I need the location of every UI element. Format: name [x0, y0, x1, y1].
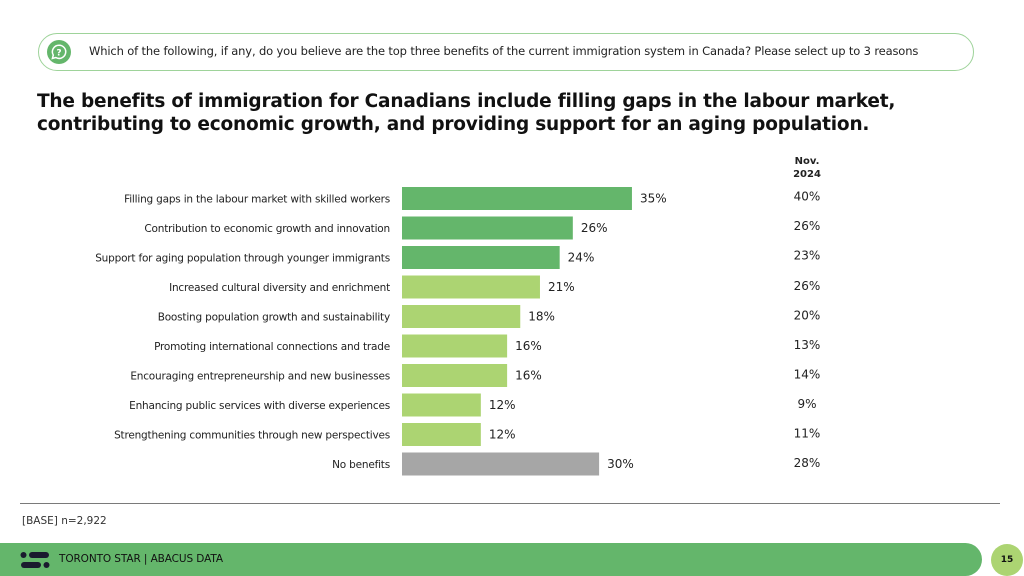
abacus-logo-icon [20, 552, 50, 568]
bar-value-label: 26% [581, 221, 608, 235]
page-number: 15 [991, 544, 1023, 576]
category-label: Increased cultural diversity and enrichm… [169, 282, 390, 294]
bar [402, 334, 508, 358]
footer-brand-text: TORONTO STAR | ABACUS DATA [59, 553, 223, 565]
comparison-header: Nov. 2024 [782, 155, 832, 181]
bar-value-label: 24% [568, 251, 595, 265]
bar-value-label: 12% [489, 428, 516, 442]
comparison-value: 26% [794, 279, 821, 293]
bar-value-label: 18% [528, 310, 555, 324]
category-label: Boosting population growth and sustainab… [158, 312, 390, 324]
bar [402, 305, 521, 328]
comparison-value: 14% [794, 368, 821, 382]
category-label: Encouraging entrepreneurship and new bus… [130, 371, 390, 383]
footer-bar: TORONTO STAR | ABACUS DATA [0, 543, 982, 576]
comparison-value: 11% [794, 427, 821, 441]
bar-value-label: 16% [515, 369, 542, 383]
bar-value-label: 35% [640, 192, 667, 206]
comparison-value: 28% [794, 456, 821, 470]
bar-value-label: 30% [607, 457, 634, 471]
comparison-header-year: 2024 [793, 169, 821, 180]
bar [402, 275, 540, 299]
bar [402, 452, 600, 476]
comparison-value: 13% [794, 338, 821, 352]
category-label: Support for aging population through you… [95, 253, 390, 265]
category-label: Contribution to economic growth and inno… [144, 223, 390, 235]
bar [402, 423, 481, 446]
bar [402, 187, 632, 210]
comparison-value: 9% [797, 397, 816, 411]
bar [402, 216, 573, 240]
bar [402, 393, 481, 417]
svg-text:?: ? [56, 48, 61, 58]
category-label: Enhancing public services with diverse e… [129, 400, 390, 412]
comparison-value: 20% [794, 309, 821, 323]
question-chat-icon: ? [47, 40, 71, 64]
category-label: No benefits [332, 459, 390, 471]
comparison-value: 26% [794, 219, 821, 233]
base-note: [BASE] n=2,922 [22, 515, 107, 527]
category-label: Filling gaps in the labour market with s… [124, 194, 390, 206]
bar-value-label: 16% [515, 339, 542, 353]
bar-chart: Filling gaps in the labour market with s… [95, 187, 821, 476]
bar-value-label: 21% [548, 280, 575, 294]
comparison-value: 23% [794, 249, 821, 263]
question-box: ? Which of the following, if any, do you… [38, 33, 974, 71]
comparison-value: 40% [794, 190, 821, 204]
question-text: Which of the following, if any, do you b… [89, 44, 919, 58]
bar [402, 364, 508, 387]
page-title: The benefits of immigration for Canadian… [37, 91, 896, 135]
bar [402, 246, 560, 269]
category-label: Strengthening communities through new pe… [114, 430, 390, 442]
category-label: Promoting international connections and … [154, 341, 390, 353]
comparison-header-month: Nov. [794, 156, 820, 167]
bar-value-label: 12% [489, 398, 516, 412]
footer-divider [20, 503, 1000, 504]
